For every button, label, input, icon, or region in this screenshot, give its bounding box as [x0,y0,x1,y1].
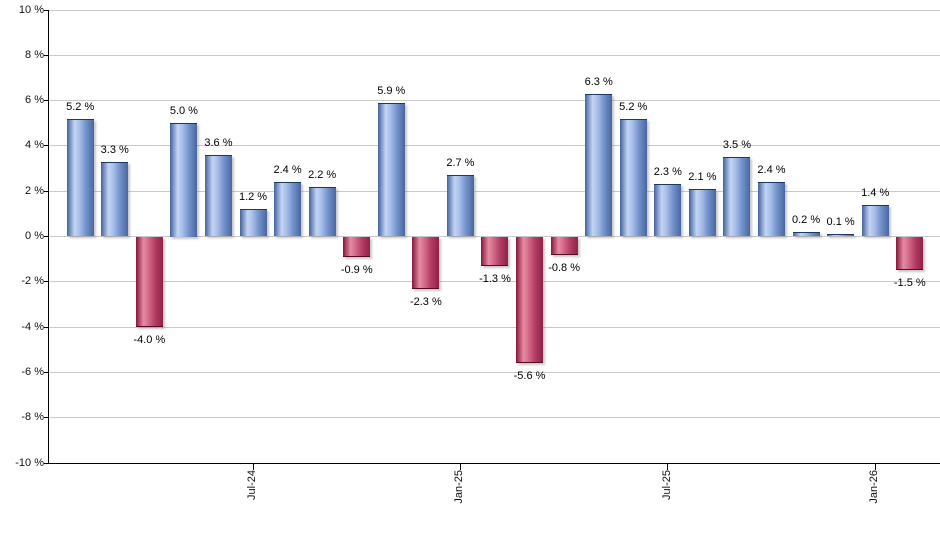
y-axis-tick-label: -6 % [21,365,44,378]
x-axis-tick [459,464,461,470]
y-axis-tick-label: 0 % [25,230,44,242]
x-axis-tick-label: Jul-25 [660,470,673,500]
bar-value-label: 2.4 % [273,164,302,177]
bar-value-label: 0.1 % [826,216,855,229]
y-axis-tick-label: -8 % [21,411,44,424]
y-axis-tick-label: -10 % [15,456,44,469]
y-axis-tick [44,281,48,283]
positive-return-bar[interactable] [654,184,682,237]
bar-value-label: 5.2 % [619,100,648,113]
positive-return-bar[interactable] [619,118,647,237]
positive-return-bar[interactable] [308,186,336,237]
bar-value-label: 0.2 % [791,213,821,226]
positive-return-bar[interactable] [446,175,474,237]
negative-return-bar[interactable] [550,236,578,255]
positive-return-bar[interactable] [758,182,785,237]
bar-value-label: 2.2 % [308,168,337,181]
gridline [48,417,940,419]
gridline [48,371,940,373]
gridline [48,100,940,102]
negative-return-bar[interactable] [412,236,440,289]
y-axis-tick [44,462,48,464]
bar-value-label: -0.8 % [548,261,581,274]
y-axis-tick-label: 2 % [25,184,44,197]
positive-return-bar[interactable] [688,188,716,237]
bar-value-label: 5.0 % [169,105,198,118]
y-axis-tick [44,190,48,192]
bar-value-label: 5.9 % [377,84,406,97]
bar-value-label: -0.9 % [340,263,373,276]
y-axis-tick-label: 4 % [25,139,44,152]
bar-value-label: 3.5 % [722,139,751,152]
bar-value-label: 6.3 % [584,75,613,88]
y-axis-tick [44,326,48,328]
negative-return-bar[interactable] [343,236,371,257]
positive-return-bar[interactable] [274,182,302,237]
gridline [48,190,940,192]
y-axis-line [48,10,49,463]
positive-return-bar[interactable] [101,161,129,237]
bar-value-label: 1.2 % [238,191,268,204]
negative-return-bar[interactable] [516,236,544,364]
positive-return-bar[interactable] [66,118,94,237]
x-axis-tick [874,464,876,470]
positive-return-bar[interactable] [827,234,855,237]
bar-value-label: 3.3 % [100,143,129,156]
negative-return-bar[interactable] [481,236,509,266]
gridline [48,326,940,328]
gridline [48,145,940,147]
positive-return-bar[interactable] [861,204,889,237]
y-axis-tick [44,371,48,373]
bar-value-label: -2.3 % [409,295,442,308]
x-axis-tick [252,464,254,470]
bar-value-label: 2.7 % [446,157,475,170]
bar-value-label: 2.1 % [688,170,717,183]
bar-value-label: 1.4 % [861,186,890,199]
x-axis-tick-label: Jul-24 [246,470,259,500]
positive-return-bar[interactable] [204,154,232,237]
y-axis-tick [44,236,48,237]
positive-return-bar[interactable] [170,123,198,237]
gridline [48,281,940,283]
bar-value-label: 3.6 % [204,136,233,149]
positive-return-bar[interactable] [792,231,820,237]
y-axis-tick [44,145,48,147]
bar-value-label: 2.4 % [757,164,786,177]
y-axis-tick-label: 8 % [25,48,44,61]
positive-return-bar[interactable] [377,102,405,237]
y-axis-tick-label: -2 % [21,275,44,288]
y-axis-tick [44,54,48,56]
y-axis-tick-label: 6 % [25,94,44,107]
gridline [48,9,940,11]
bar-value-label: 5.2 % [66,100,95,113]
y-axis-tick [44,417,48,419]
positive-return-bar[interactable] [723,157,751,237]
y-axis-tick-label: -4 % [21,320,44,333]
bar-value-label: -1.5 % [893,277,926,290]
y-axis-tick [44,100,48,102]
y-axis-tick [44,9,48,11]
x-axis-tick-label: Jan-26 [868,470,881,504]
bar-value-label: -4.0 % [133,334,166,347]
positive-return-bar[interactable] [239,209,267,237]
negative-return-bar[interactable] [896,236,924,271]
gridline [48,54,940,56]
bar-value-label: -1.3 % [479,272,511,285]
negative-return-bar[interactable] [135,236,163,328]
y-axis-tick-label: 10 % [18,3,44,16]
bar-value-label: -5.6 % [513,370,546,383]
x-axis-tick-label: Jan-25 [453,470,466,504]
bar-value-label: 2.3 % [653,166,682,179]
x-axis-tick [667,464,669,470]
positive-return-bar[interactable] [585,93,613,237]
x-axis-line [48,463,940,464]
